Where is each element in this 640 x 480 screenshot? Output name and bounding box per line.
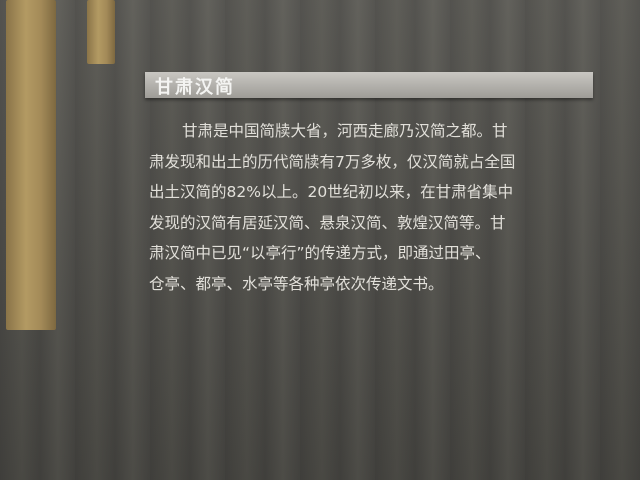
title-bar: 甘肃汉简 — [145, 72, 593, 98]
bamboo-slip — [87, 0, 115, 64]
text-line: 肃汉简中已见“以亭行”的传递方式，即通过田亭、 — [149, 244, 491, 262]
bamboo-slip — [6, 0, 56, 330]
text-line: 发现的汉简有居延汉简、悬泉汉简、敦煌汉简等。甘 — [149, 213, 506, 232]
panel-text: 甘肃是中国简牍大省，河西走廊乃汉简之都。甘肃发现和出土的历代简牍有7万多枚，仅汉… — [149, 116, 599, 299]
text-line: 出土汉简的82%以上。20世纪初以来，在甘肃省集中 — [149, 183, 514, 201]
text-line: 仓亭、都亭、水亭等各种亭依次传递文书。 — [149, 274, 444, 293]
text-line: 甘肃是中国简牍大省，河西走廊乃汉简之都。甘 — [182, 122, 508, 140]
text-line: 肃发现和出土的历代简牍有7万多枚，仅汉简就占全国 — [149, 152, 516, 171]
panel-title: 甘肃汉简 — [155, 77, 235, 98]
